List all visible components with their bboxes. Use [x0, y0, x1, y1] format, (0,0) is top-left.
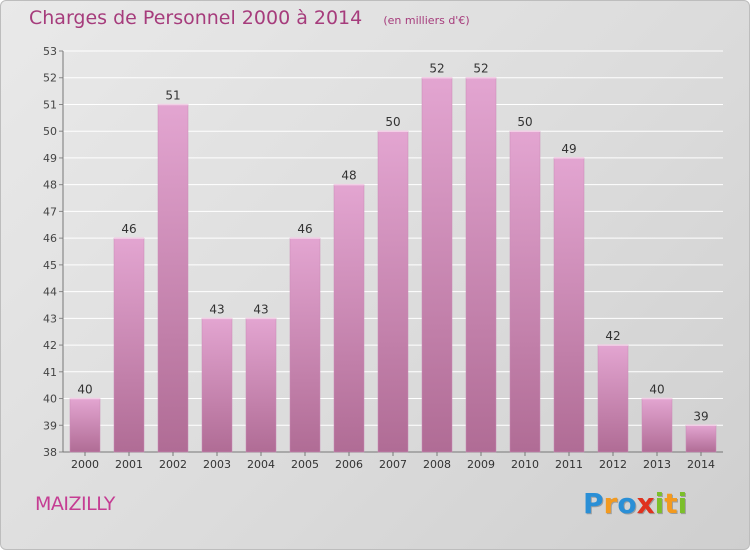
data-label: 49: [561, 142, 576, 156]
commune-name: MAIZILLY: [35, 493, 115, 515]
logo-letter: o: [617, 487, 637, 520]
data-label: 43: [253, 302, 268, 316]
data-label: 52: [473, 62, 488, 76]
data-label: 46: [121, 222, 136, 236]
logo-letter: r: [603, 487, 618, 520]
logo-letter: P: [583, 487, 604, 520]
data-label: 51: [165, 88, 180, 102]
data-label: 48: [341, 169, 356, 183]
proxiti-logo: Proxiti: [583, 487, 687, 520]
y-tick-label: 52: [43, 72, 57, 85]
bar: [597, 344, 629, 453]
bar: [157, 104, 189, 453]
logo-letter: x: [636, 487, 655, 520]
data-label: 42: [605, 329, 620, 343]
y-tick-label: 40: [43, 393, 57, 406]
x-tick-label: 2003: [203, 458, 231, 471]
bar: [421, 77, 453, 453]
x-tick-label: 2006: [335, 458, 363, 471]
y-tick-label: 43: [43, 312, 57, 325]
bar: [509, 130, 541, 453]
bar: [553, 157, 585, 453]
x-tick-label: 2010: [511, 458, 539, 471]
logo-letter: i: [677, 487, 688, 520]
y-tick-label: 44: [43, 286, 57, 299]
logo-letter: t: [664, 487, 678, 520]
data-label: 50: [385, 115, 400, 129]
y-tick-label: 38: [43, 446, 57, 459]
y-tick-label: 53: [43, 45, 57, 58]
y-tick-label: 48: [43, 179, 57, 192]
bar: [377, 130, 409, 453]
x-tick-label: 2007: [379, 458, 407, 471]
data-label: 40: [649, 383, 664, 397]
x-tick-label: 2004: [247, 458, 275, 471]
data-label: 50: [517, 115, 532, 129]
data-label: 40: [77, 383, 92, 397]
bar: [201, 318, 233, 453]
chart-title: Charges de Personnel 2000 à 2014: [29, 7, 363, 29]
bar: [245, 318, 277, 453]
data-label: 39: [693, 409, 708, 423]
x-tick-label: 2013: [643, 458, 671, 471]
x-tick-label: 2005: [291, 458, 319, 471]
bar: [641, 398, 673, 453]
data-label: 52: [429, 62, 444, 76]
bar: [69, 398, 101, 453]
data-label: 43: [209, 302, 224, 316]
y-tick-label: 39: [43, 419, 57, 432]
bar: [113, 237, 145, 453]
title-row: Charges de Personnel 2000 à 2014 (en mil…: [29, 7, 470, 29]
x-tick-label: 2000: [71, 458, 99, 471]
y-tick-label: 49: [43, 152, 57, 165]
x-tick-label: 2009: [467, 458, 495, 471]
y-tick-label: 47: [43, 205, 57, 218]
x-tick-label: 2014: [687, 458, 715, 471]
y-tick-label: 45: [43, 259, 57, 272]
bar: [685, 425, 717, 453]
bar: [289, 237, 321, 453]
x-tick-label: 2002: [159, 458, 187, 471]
y-tick-label: 41: [43, 366, 57, 379]
x-tick-label: 2008: [423, 458, 451, 471]
x-tick-label: 2011: [555, 458, 583, 471]
y-tick-label: 51: [43, 98, 57, 111]
data-label: 46: [297, 222, 312, 236]
y-tick-label: 42: [43, 339, 57, 352]
x-tick-label: 2001: [115, 458, 143, 471]
logo-letter: i: [654, 487, 665, 520]
y-tick-label: 46: [43, 232, 57, 245]
y-tick-label: 50: [43, 125, 57, 138]
x-tick-label: 2012: [599, 458, 627, 471]
bar: [333, 184, 365, 453]
chart-subtitle: (en milliers d'€): [383, 14, 470, 27]
bar: [465, 77, 497, 453]
